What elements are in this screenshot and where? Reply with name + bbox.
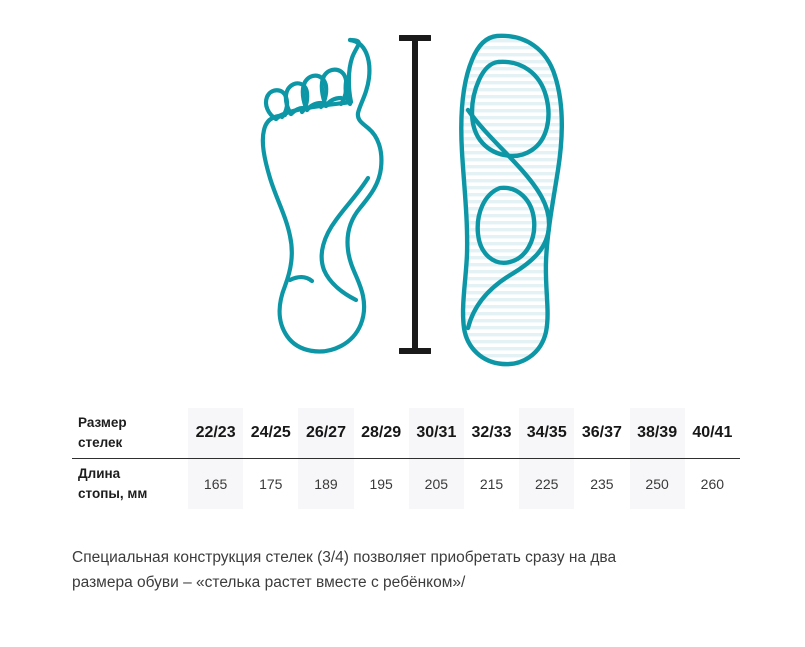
length-cell-5: 205 [408, 458, 464, 509]
length-cell-9: 250 [629, 458, 685, 509]
size-cell-2: 24/25 [243, 408, 299, 459]
foot-length-measure-bar [392, 30, 438, 370]
length-cell-7: 225 [519, 458, 575, 509]
size-cell-1: 22/23 [188, 408, 244, 459]
size-cell-7: 34/35 [519, 408, 575, 459]
orthopedic-insole-outline-icon [459, 33, 564, 367]
row-label-length: Длина стопы, мм [78, 466, 148, 501]
length-cell-10: 260 [700, 476, 725, 492]
measure-bar-icon [399, 35, 431, 354]
length-cell-4: 195 [369, 476, 393, 492]
caption-block: Специальная конструкция стелек (3/4) поз… [72, 545, 752, 595]
length-cell-6: 215 [479, 476, 504, 492]
length-cell-1: 165 [188, 458, 244, 509]
size-cell-3: 26/27 [298, 408, 354, 459]
insole-illustration [434, 18, 584, 378]
caption-line-1: Специальная конструкция стелек (3/4) поз… [72, 549, 617, 566]
size-cell-9: 38/39 [629, 408, 685, 459]
illustration-band [238, 18, 584, 378]
size-cell-4: 28/29 [353, 408, 409, 459]
table-row-sizes: Размер стелек 22/23 24/25 26/27 28/29 30… [72, 408, 740, 459]
table-row-lengths: Длина стопы, мм 165 175 189 195 205 215 … [72, 458, 740, 509]
insole-hatch-fill [461, 35, 562, 365]
size-cell-8: 36/37 [574, 408, 630, 459]
size-cell-5: 30/31 [408, 408, 464, 459]
size-table-container: Размер стелек 22/23 24/25 26/27 28/29 30… [72, 408, 740, 509]
caption-line-2: размера обуви – «стелька растет вместе с… [72, 574, 466, 592]
length-cell-3: 189 [298, 458, 354, 509]
foot-sole-illustration [238, 18, 418, 378]
size-cell-10: 40/41 [684, 408, 740, 459]
insole-size-table: Размер стелек 22/23 24/25 26/27 28/29 30… [72, 408, 740, 509]
row-label-size: Размер стелек [72, 408, 188, 459]
length-cell-2: 175 [259, 476, 283, 492]
foot-sole-outline-icon [260, 37, 384, 354]
size-cell-6: 32/33 [463, 408, 520, 459]
length-cell-8: 235 [590, 476, 614, 492]
